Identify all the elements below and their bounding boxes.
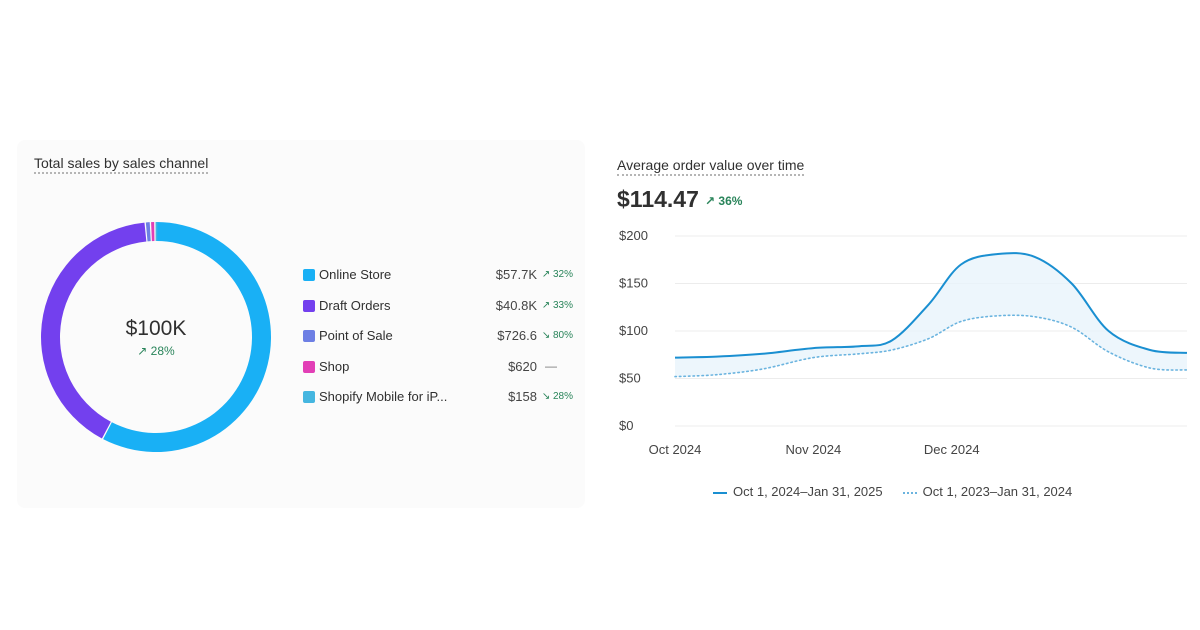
x-tick-label: Oct 2024 (649, 442, 702, 457)
series-line-current[interactable] (674, 252, 1187, 359)
aov-card-title[interactable]: Average order value over time (617, 157, 805, 176)
legend-label: Online Store (319, 267, 392, 282)
legend-value: $57.7K (495, 267, 537, 282)
donut-total-value: $100K (125, 317, 187, 340)
legend-row[interactable]: Shop $620 — (303, 358, 573, 389)
donut-total-change: ↗ 28% (137, 344, 175, 358)
legend-change: ↘ 28% (541, 391, 573, 402)
legend-row[interactable]: Point of Sale $726.6 ↘ 80% (303, 327, 573, 358)
aov-value: $114.47 (617, 186, 699, 212)
donut-slice-3[interactable] (151, 222, 155, 242)
legend-swatch (303, 299, 315, 312)
aov-legend: Oct 1, 2024–Jan 31, 2025 Oct 1, 2023–Jan … (713, 484, 1092, 499)
legend-swatch (303, 391, 315, 403)
legend-label: Shop (319, 358, 350, 374)
legend-row[interactable]: Online Store $57.7K ↗ 32% (303, 266, 573, 297)
aov-change-text: 36% (718, 194, 743, 208)
legend-item[interactable]: Oct 1, 2023–Jan 31, 2024 (902, 484, 1073, 499)
donut-slice-4[interactable] (155, 222, 158, 242)
y-tick-label: $50 (619, 371, 641, 386)
y-tick-label: $100 (619, 323, 648, 338)
sales-by-channel-card: Total sales by sales channel $100K ↗ 28%… (17, 140, 585, 508)
legend-change: ↘ 80% (541, 330, 573, 341)
legend-value: $158 (508, 389, 537, 404)
aov-card: Average order value over time $114.47 ↗ … (597, 140, 1187, 508)
series-line-previous[interactable] (674, 314, 1187, 378)
legend-line-marker (902, 491, 917, 494)
legend-change: ↗ 33% (541, 299, 573, 311)
legend-row[interactable]: Draft Orders $40.8K ↗ 33% (303, 297, 573, 328)
donut-chart (41, 222, 271, 453)
legend-change: — (545, 358, 557, 373)
legend-line-marker (713, 491, 727, 494)
x-tick-label: Nov 2024 (786, 442, 842, 457)
legend-series-name: Oct 1, 2024–Jan 31, 2025 (733, 484, 883, 499)
legend-row[interactable]: Shopify Mobile for iP... $158 ↘ 28% (303, 388, 573, 419)
y-tick-label: $200 (619, 228, 648, 243)
aov-line-chart: $0 $50 $100 $150 $200 Oct 2024 Nov 2024 Dec 202… (619, 228, 1187, 457)
channel-legend: Online Store $57.7K ↗ 32% Draft Orders $40.8… (303, 266, 573, 419)
y-tick-label: $0 (619, 418, 633, 433)
donut-slice-1[interactable] (41, 222, 147, 439)
legend-item[interactable]: Oct 1, 2024–Jan 31, 2025 (713, 484, 883, 499)
legend-value: $40.8K (495, 297, 537, 313)
legend-label: Draft Orders (319, 297, 391, 313)
legend-label: Point of Sale (319, 328, 393, 343)
legend-swatch (303, 269, 315, 281)
legend-value: $620 (508, 358, 537, 374)
legend-series-name: Oct 1, 2023–Jan 31, 2024 (922, 484, 1073, 499)
legend-swatch (303, 330, 315, 342)
series-gap-area (675, 253, 1187, 377)
legend-label: Shopify Mobile for iP... (319, 389, 448, 404)
donut-slice-2[interactable] (145, 222, 151, 242)
y-tick-label: $150 (619, 276, 648, 291)
sales-card-title[interactable]: Total sales by sales channel (34, 155, 209, 174)
x-tick-label: Dec 2024 (924, 442, 980, 457)
legend-change: ↗ 32% (541, 269, 573, 280)
donut-slice-0[interactable] (103, 222, 271, 453)
legend-swatch (303, 360, 315, 373)
legend-value: $726.6 (497, 328, 537, 343)
donut-change-text: 28% (150, 344, 175, 358)
aov-change: ↗ 36% (705, 194, 743, 208)
